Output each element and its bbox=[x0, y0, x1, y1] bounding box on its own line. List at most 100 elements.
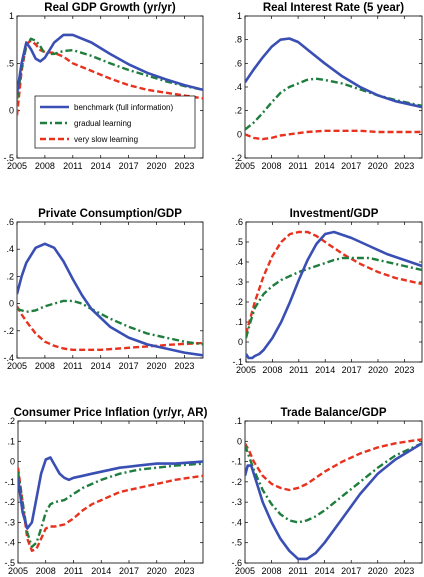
series-line-slow bbox=[246, 230, 422, 335]
x-tick-label: 2005 bbox=[236, 365, 256, 375]
series-line-benchmark bbox=[17, 242, 203, 357]
y-tick-label: .5 bbox=[6, 58, 14, 68]
chart-title: Investment/GDP bbox=[290, 208, 379, 220]
chart-panel-3: Private Consumption/GDP 2005 2008 2011 2014 2… bbox=[3, 208, 204, 371]
x-tick-label: 2014 bbox=[91, 361, 111, 371]
y-tick-label: -.1 bbox=[231, 457, 242, 467]
series-line-gradual bbox=[245, 442, 422, 524]
plot-area bbox=[17, 420, 204, 564]
chart-panel-4: Investment/GDP 2005 2008 2011 2014 2017 2020 20… bbox=[232, 208, 423, 375]
y-tick-label: -.2 bbox=[231, 153, 242, 163]
x-tick-label: 2020 bbox=[146, 161, 166, 171]
x-tick-label: 2011 bbox=[288, 161, 307, 171]
series-line-gradual bbox=[17, 37, 203, 100]
x-tick-label: 2017 bbox=[341, 161, 361, 171]
x-tick-label: 2011 bbox=[288, 566, 307, 576]
y-tick-label: 1 bbox=[237, 11, 242, 21]
y-tick-label: -.2 bbox=[3, 326, 14, 336]
y-tick-label: .4 bbox=[235, 257, 243, 267]
chart-panel-5: Consumer Price Inflation (yr/yr, AR) 2005… bbox=[4, 407, 207, 576]
x-tick-label: 2020 bbox=[146, 361, 166, 371]
y-tick-label: 0 bbox=[9, 299, 14, 309]
y-tick-label: -.4 bbox=[231, 517, 242, 527]
plot-area bbox=[16, 221, 204, 359]
series-line-gradual bbox=[246, 256, 422, 339]
series-line-slow bbox=[245, 438, 422, 492]
series-line-benchmark bbox=[245, 37, 422, 109]
chart-title: Real Interest Rate (5 year) bbox=[263, 2, 404, 14]
legend-label-slow: very slow learning bbox=[74, 135, 138, 144]
y-tick-label: 0 bbox=[10, 457, 15, 467]
x-tick-label: 2011 bbox=[63, 161, 82, 171]
x-tick-label: 2011 bbox=[63, 361, 82, 371]
y-tick-label: .1 bbox=[234, 416, 242, 426]
x-tick-label: 2023 bbox=[394, 566, 414, 576]
y-tick-label: .6 bbox=[6, 217, 14, 227]
y-tick-label: .2 bbox=[234, 106, 242, 116]
legend-label-benchmark: benchmark (full information) bbox=[74, 103, 173, 112]
x-tick-label: 2008 bbox=[262, 365, 282, 375]
x-tick-label: 2020 bbox=[368, 161, 388, 171]
y-tick-label: -.5 bbox=[4, 558, 15, 568]
series-line-benchmark bbox=[18, 456, 203, 530]
series-line-benchmark bbox=[246, 230, 422, 360]
chart-panel-1: Real GDP Growth (yr/yr) 2005 2008 2011 2014 2… bbox=[3, 2, 204, 171]
y-tick-label: -.3 bbox=[4, 517, 15, 527]
x-tick-label: 2023 bbox=[174, 161, 194, 171]
legend: benchmark (full information) gradual lear… bbox=[34, 95, 196, 149]
plot-area bbox=[244, 15, 423, 159]
chart-title: Consumer Price Inflation (yr/yr, AR) bbox=[14, 407, 208, 419]
y-tick-label: 0 bbox=[238, 337, 243, 347]
x-tick-label: 2008 bbox=[36, 566, 56, 576]
series-line-slow bbox=[17, 305, 203, 351]
x-tick-label: 2005 bbox=[8, 566, 28, 576]
y-tick-label: -.1 bbox=[4, 477, 15, 487]
y-tick-label: .3 bbox=[235, 277, 243, 287]
x-tick-label: 2020 bbox=[368, 566, 388, 576]
x-tick-label: 2023 bbox=[394, 365, 414, 375]
x-tick-label: 2014 bbox=[315, 161, 335, 171]
y-tick-label: .5 bbox=[235, 237, 243, 247]
x-tick-label: 2005 bbox=[7, 161, 27, 171]
y-tick-label: -.6 bbox=[231, 558, 242, 568]
series-line-benchmark bbox=[17, 33, 203, 94]
y-tick-label: -.3 bbox=[231, 497, 242, 507]
x-tick-label: 2020 bbox=[147, 566, 167, 576]
x-tick-label: 2017 bbox=[341, 566, 361, 576]
y-tick-label: .1 bbox=[235, 317, 243, 327]
y-tick-label: .8 bbox=[234, 35, 242, 45]
series-line-benchmark bbox=[245, 442, 422, 561]
y-tick-label: .6 bbox=[234, 58, 242, 68]
y-tick-label: -.1 bbox=[232, 357, 243, 367]
chart-title: Trade Balance/GDP bbox=[280, 407, 386, 419]
y-tick-label: .4 bbox=[6, 244, 14, 254]
chart-title: Real GDP Growth (yr/yr) bbox=[44, 2, 176, 14]
x-tick-label: 2014 bbox=[91, 566, 111, 576]
y-tick-label: .1 bbox=[7, 436, 15, 446]
chart-panel-2: Real Interest Rate (5 year) 2005 2008 2011 2… bbox=[231, 2, 423, 171]
x-tick-label: 2008 bbox=[35, 161, 55, 171]
series-line-slow bbox=[17, 39, 203, 116]
x-tick-label: 2020 bbox=[368, 365, 388, 375]
series-line-gradual bbox=[245, 77, 422, 131]
series-line-slow bbox=[245, 129, 422, 141]
y-tick-label: 0 bbox=[237, 436, 242, 446]
y-tick-label: -.2 bbox=[4, 497, 15, 507]
x-tick-label: 2023 bbox=[174, 566, 194, 576]
series-line-gradual bbox=[18, 462, 203, 548]
x-tick-label: 2017 bbox=[342, 365, 362, 375]
chart-panel-6: Trade Balance/GDP 2005 2008 2011 2014 2017 202… bbox=[231, 407, 423, 576]
y-tick-label: .4 bbox=[234, 82, 242, 92]
x-tick-label: 2008 bbox=[262, 566, 282, 576]
x-tick-label: 2008 bbox=[35, 361, 55, 371]
x-tick-label: 2023 bbox=[394, 161, 414, 171]
chart-title: Private Consumption/GDP bbox=[38, 208, 182, 220]
y-tick-label: .2 bbox=[7, 416, 15, 426]
x-tick-label: 2014 bbox=[315, 566, 335, 576]
y-tick-label: -.5 bbox=[3, 153, 14, 163]
plot-area bbox=[245, 221, 423, 363]
x-tick-label: 2005 bbox=[7, 361, 27, 371]
x-tick-label: 2014 bbox=[315, 365, 335, 375]
y-tick-label: -.2 bbox=[231, 477, 242, 487]
